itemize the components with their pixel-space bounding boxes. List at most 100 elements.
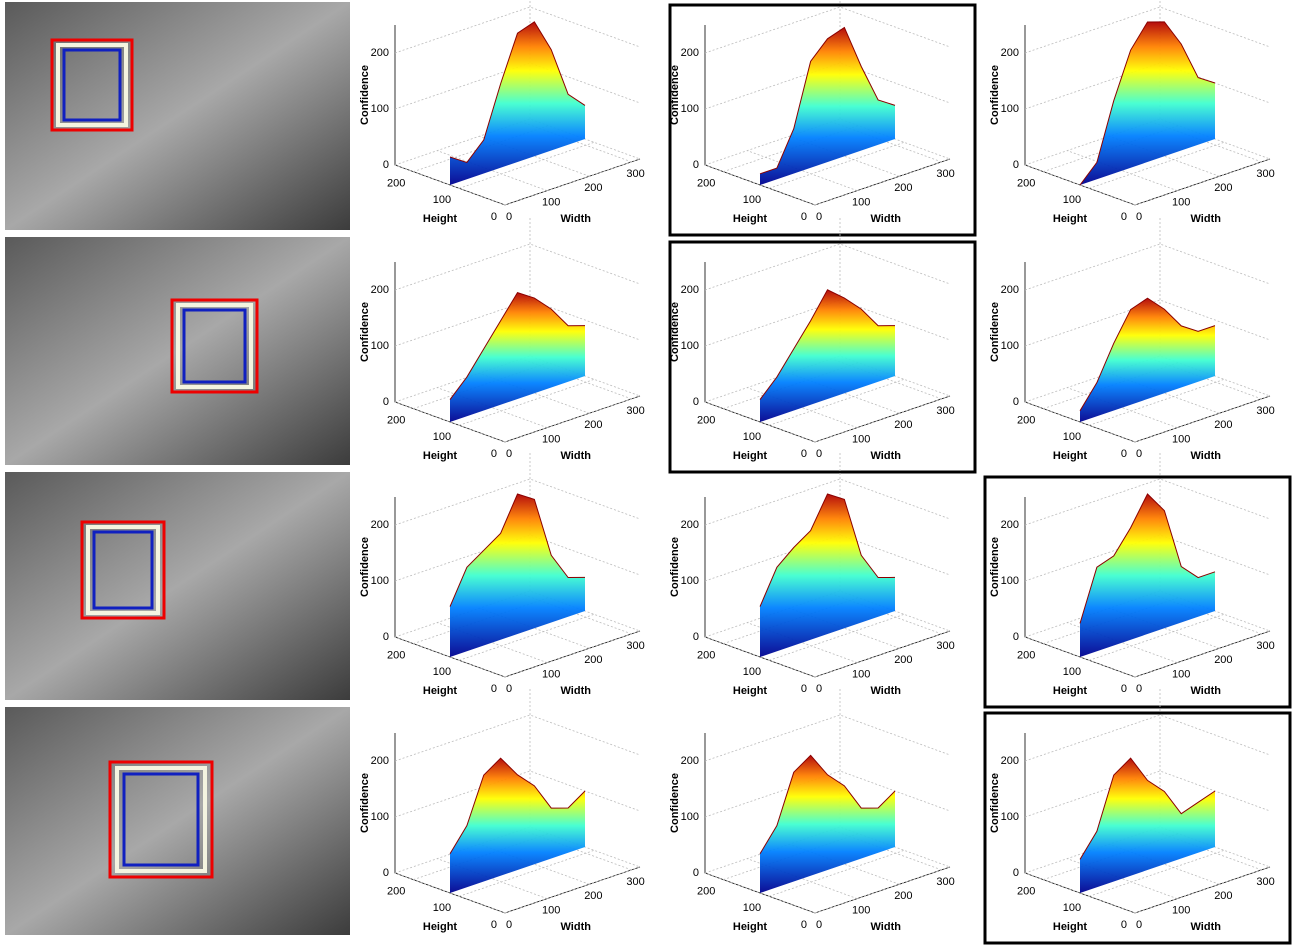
width-tick-label: 300 <box>626 168 644 180</box>
width-tick-label: 100 <box>1172 434 1190 446</box>
z-axis-label: Confidence <box>669 302 681 362</box>
grid-line <box>704 714 951 762</box>
height-tick-label: 200 <box>1017 178 1035 190</box>
z-tick-label: 100 <box>1001 103 1019 115</box>
surface-area <box>1080 21 1215 185</box>
z-tick-label: 100 <box>681 811 699 823</box>
height-tick-label: 0 <box>801 919 807 931</box>
highlight-frame <box>983 475 1292 709</box>
face-box <box>92 530 154 610</box>
height-tick-label: 200 <box>387 886 405 898</box>
width-tick-label: 200 <box>894 182 912 194</box>
photo <box>5 707 350 935</box>
width-tick-label: 100 <box>542 669 560 681</box>
surface-ridge <box>1079 297 1216 412</box>
grid-line <box>704 118 951 166</box>
face-box <box>80 520 166 620</box>
surface-ridge <box>1079 757 1216 860</box>
height-tick-label: 200 <box>1017 650 1035 662</box>
z-tick-label: 100 <box>1001 575 1019 587</box>
height-tick-label: 200 <box>697 178 715 190</box>
highlight-frame <box>983 711 1292 945</box>
height-tick-label: 200 <box>387 650 405 662</box>
grid-line <box>394 636 506 678</box>
width-axis-label: Width <box>871 921 902 933</box>
surface-area <box>450 758 585 893</box>
grid-line <box>394 118 641 166</box>
height-tick-label: 0 <box>801 211 807 223</box>
z-tick-label: 200 <box>1001 284 1019 296</box>
z-tick-label: 0 <box>1013 159 1019 171</box>
face-box <box>86 525 160 615</box>
grid-line <box>1024 636 1136 678</box>
grid-line <box>394 714 641 762</box>
z-tick-label: 100 <box>371 340 389 352</box>
height-tick-label: 100 <box>1063 431 1081 443</box>
width-tick-label: 200 <box>1214 890 1232 902</box>
height-axis-label: Height <box>1053 213 1088 225</box>
width-tick-label: 0 <box>506 448 512 460</box>
z-tick-label: 0 <box>693 867 699 879</box>
face-box <box>62 48 122 122</box>
surface-area <box>1080 298 1215 422</box>
width-tick-label: 300 <box>1256 168 1274 180</box>
height-tick-label: 0 <box>1121 919 1127 931</box>
z-tick-label: 0 <box>383 159 389 171</box>
grid-line <box>394 826 641 874</box>
grid-line <box>704 478 951 526</box>
height-tick-label: 0 <box>491 448 497 460</box>
width-tick-label: 100 <box>542 905 560 917</box>
width-tick-label: 200 <box>894 890 912 902</box>
width-tick-label: 0 <box>506 211 512 223</box>
width-tick-label: 100 <box>852 197 870 209</box>
width-axis-label: Width <box>561 685 592 697</box>
width-tick-label: 200 <box>1214 182 1232 194</box>
surface-area <box>760 755 895 893</box>
width-tick-label: 0 <box>506 919 512 931</box>
height-tick-label: 0 <box>801 448 807 460</box>
height-tick-label: 100 <box>433 194 451 206</box>
height-tick-label: 0 <box>1121 211 1127 223</box>
z-tick-label: 200 <box>371 47 389 59</box>
z-tick-label: 200 <box>1001 519 1019 531</box>
grid-line <box>394 401 506 443</box>
height-tick-label: 100 <box>433 902 451 914</box>
z-tick-label: 100 <box>371 575 389 587</box>
surface-ridge <box>759 754 896 855</box>
width-tick-label: 300 <box>1256 876 1274 888</box>
z-tick-label: 0 <box>1013 396 1019 408</box>
width-tick-label: 300 <box>626 876 644 888</box>
height-axis-label: Height <box>1053 450 1088 462</box>
surface-area <box>450 21 585 185</box>
surface-ridge <box>449 21 586 164</box>
z-tick-label: 100 <box>1001 340 1019 352</box>
face-box <box>115 766 207 873</box>
width-tick-label: 300 <box>1256 405 1274 417</box>
height-axis-label: Height <box>1053 685 1088 697</box>
height-axis-label: Height <box>423 450 458 462</box>
grid-line <box>1024 590 1271 638</box>
grid-line <box>704 401 816 443</box>
grid-line <box>1024 299 1271 347</box>
width-tick-label: 300 <box>936 168 954 180</box>
width-tick-label: 200 <box>1214 654 1232 666</box>
grid-line <box>394 478 641 526</box>
grid-line <box>1024 826 1271 874</box>
height-tick-label: 100 <box>743 902 761 914</box>
grid-line <box>394 164 506 206</box>
width-tick-label: 300 <box>626 405 644 417</box>
height-tick-label: 100 <box>433 666 451 678</box>
width-tick-label: 300 <box>626 640 644 652</box>
z-axis-label: Confidence <box>359 65 371 125</box>
width-tick-label: 0 <box>1136 919 1142 931</box>
surface-area <box>450 292 585 422</box>
face-box <box>50 38 134 132</box>
surface-ridge <box>449 292 586 400</box>
width-tick-label: 0 <box>1136 448 1142 460</box>
grid-line <box>1024 62 1271 110</box>
width-axis-label: Width <box>561 450 592 462</box>
height-tick-label: 100 <box>1063 666 1081 678</box>
